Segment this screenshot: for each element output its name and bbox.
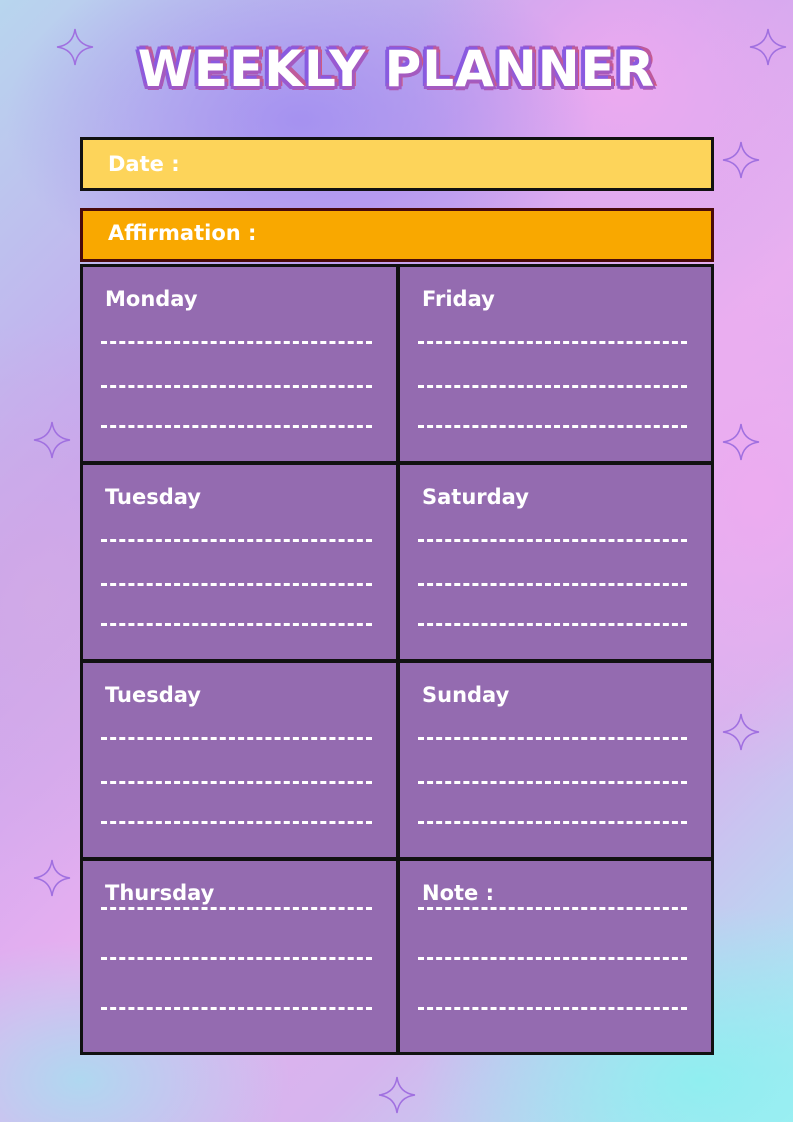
writing-line[interactable]: [101, 821, 372, 824]
writing-line[interactable]: [418, 623, 687, 626]
day-box-friday[interactable]: Friday: [397, 264, 714, 464]
sparkle-star-icon: [378, 1076, 416, 1114]
sparkle-star-icon: [722, 423, 760, 461]
day-box-monday[interactable]: Monday: [80, 264, 399, 464]
writing-line[interactable]: [418, 539, 687, 542]
day-label: Monday: [105, 287, 198, 311]
day-box-thursday[interactable]: Thursday: [80, 858, 399, 1055]
day-box-sunday[interactable]: Sunday: [397, 660, 714, 860]
writing-line[interactable]: [101, 341, 372, 344]
writing-line[interactable]: [101, 425, 372, 428]
day-box-tuesday[interactable]: Tuesday: [80, 462, 399, 662]
sparkle-star-icon: [749, 28, 787, 66]
page-title: WEEKLY PLANNER: [137, 40, 656, 98]
day-label: Tuesday: [105, 683, 201, 707]
day-box-note[interactable]: Note :: [397, 858, 714, 1055]
day-label: Friday: [422, 287, 495, 311]
affirmation-label: Affirmation :: [108, 221, 257, 245]
sparkle-star-icon: [33, 421, 71, 459]
writing-line[interactable]: [418, 341, 687, 344]
day-box-saturday[interactable]: Saturday: [397, 462, 714, 662]
date-label: Date :: [108, 152, 180, 176]
date-field[interactable]: Date :: [80, 137, 714, 191]
writing-line[interactable]: [418, 425, 687, 428]
writing-line[interactable]: [418, 1007, 687, 1010]
writing-line[interactable]: [101, 583, 372, 586]
day-label: Tuesday: [105, 485, 201, 509]
day-label: Saturday: [422, 485, 529, 509]
writing-line[interactable]: [418, 907, 687, 910]
writing-line[interactable]: [101, 623, 372, 626]
writing-line[interactable]: [418, 737, 687, 740]
writing-line[interactable]: [418, 957, 687, 960]
sparkle-star-icon: [722, 713, 760, 751]
writing-line[interactable]: [101, 781, 372, 784]
writing-line[interactable]: [101, 1007, 372, 1010]
day-box-tuesday[interactable]: Tuesday: [80, 660, 399, 860]
sparkle-star-icon: [722, 141, 760, 179]
sparkle-star-icon: [56, 28, 94, 66]
affirmation-field[interactable]: Affirmation :: [80, 208, 714, 262]
writing-line[interactable]: [101, 957, 372, 960]
writing-line[interactable]: [101, 907, 372, 910]
day-label: Note :: [422, 881, 494, 905]
writing-line[interactable]: [418, 385, 687, 388]
writing-line[interactable]: [101, 385, 372, 388]
sparkle-star-icon: [33, 859, 71, 897]
writing-line[interactable]: [418, 781, 687, 784]
day-label: Thursday: [105, 881, 215, 905]
day-label: Sunday: [422, 683, 510, 707]
writing-line[interactable]: [101, 539, 372, 542]
writing-line[interactable]: [101, 737, 372, 740]
writing-line[interactable]: [418, 821, 687, 824]
writing-line[interactable]: [418, 583, 687, 586]
